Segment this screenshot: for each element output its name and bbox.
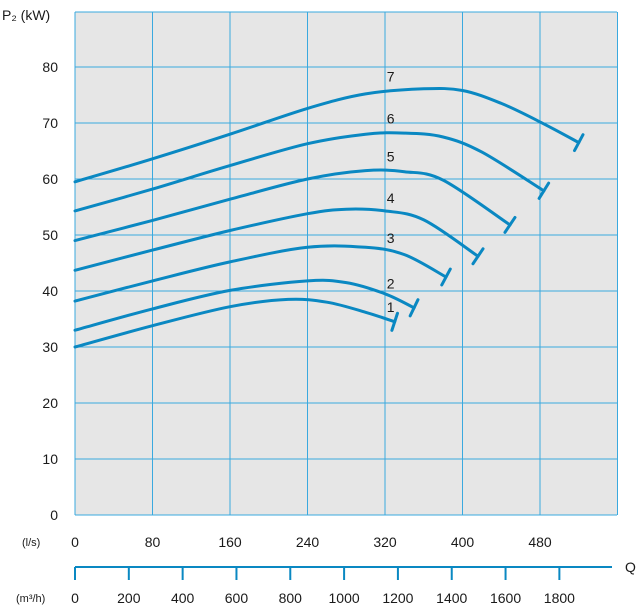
y-tick-label: 80 <box>42 59 58 75</box>
plot-area <box>75 12 617 515</box>
x-tick-label-m3h: 600 <box>225 590 249 606</box>
curve-label-5: 5 <box>387 148 395 164</box>
curve-6 <box>73 131 546 213</box>
y-axis-title: P₂ (kW) <box>2 7 50 23</box>
x-tick-label-ls: 80 <box>145 534 161 550</box>
curve-end-marker-3 <box>440 267 452 287</box>
x-tick-labels-ls: 0 80 160 240 320 400 480 <box>71 534 552 550</box>
y-tick-label: 60 <box>42 171 58 187</box>
x-tick-label-m3h: 1000 <box>329 590 360 606</box>
curve-end-marker-2 <box>408 298 420 318</box>
x-tick-label-ls: 0 <box>71 534 79 550</box>
y-tick-label: 40 <box>42 283 58 299</box>
curve-label-3: 3 <box>387 230 395 246</box>
curve-end-marker-4 <box>471 247 485 266</box>
x-axis-title: Q <box>625 559 636 575</box>
curve-5 <box>73 168 512 243</box>
x-tick-label-ls: 480 <box>528 534 552 550</box>
x-tick-label-m3h: 800 <box>279 590 303 606</box>
curve-2 <box>73 278 416 332</box>
curve-end-marker-6 <box>537 181 551 200</box>
x-tick-label-ls: 320 <box>373 534 397 550</box>
curves: 1 2 3 4 5 6 7 <box>73 68 585 349</box>
curve-label-6: 6 <box>387 110 395 126</box>
x-tick-label-ls: 160 <box>218 534 242 550</box>
x-tick-label-m3h: 1400 <box>436 590 467 606</box>
curve-7 <box>73 86 581 184</box>
curve-4 <box>73 207 480 272</box>
x-tick-label-m3h: 200 <box>117 590 141 606</box>
curve-1 <box>73 297 397 349</box>
curve-label-7: 7 <box>387 68 395 84</box>
curve-label-1: 1 <box>387 299 395 315</box>
x-tick-label-m3h: 1200 <box>382 590 413 606</box>
y-tick-labels: 0 10 20 30 40 50 60 70 80 <box>42 59 58 523</box>
curve-label-4: 4 <box>387 190 395 206</box>
y-tick-label: 50 <box>42 227 58 243</box>
curve-label-2: 2 <box>387 275 395 291</box>
curve-3 <box>73 244 448 303</box>
x-tick-label-m3h: 1800 <box>544 590 575 606</box>
y-tick-label: 0 <box>50 507 58 523</box>
x-unit-ls: (l/s) <box>22 537 40 549</box>
grid <box>74 11 618 516</box>
x-tick-labels-m3h: 0 200 400 600 800 1000 1200 1400 1600 1800 <box>71 590 575 606</box>
x-tick-label-m3h: 400 <box>171 590 195 606</box>
curve-end-marker-7 <box>573 133 585 153</box>
y-tick-label: 10 <box>42 451 58 467</box>
x-tick-label-ls: 240 <box>296 534 320 550</box>
x-tick-label-m3h: 1600 <box>490 590 521 606</box>
m3h-axis <box>74 566 612 580</box>
y-tick-label: 20 <box>42 395 58 411</box>
y-tick-label: 70 <box>42 115 58 131</box>
x-tick-label-m3h: 0 <box>71 590 79 606</box>
curve-end-marker-1 <box>390 311 399 332</box>
x-tick-label-ls: 400 <box>451 534 475 550</box>
y-tick-label: 30 <box>42 339 58 355</box>
curve-end-marker-5 <box>503 215 517 234</box>
x-unit-m3h: (m³/h) <box>16 593 45 605</box>
